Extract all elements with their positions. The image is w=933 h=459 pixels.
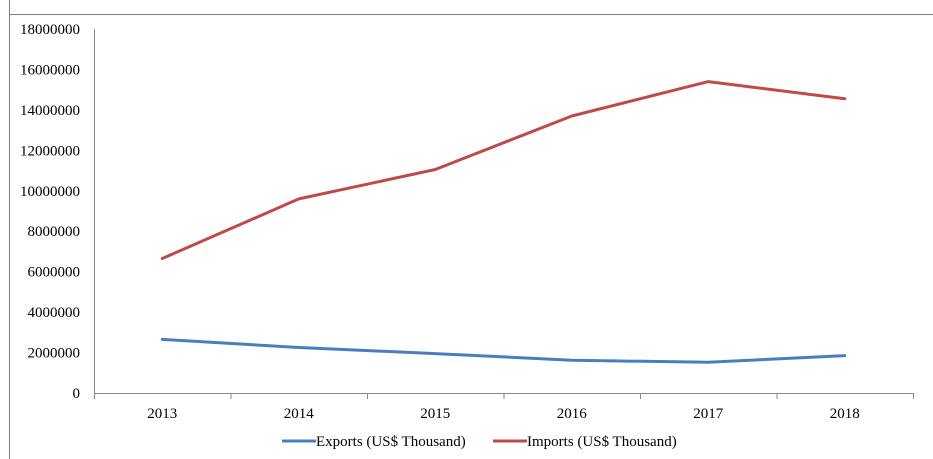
legend-label-exports: Exports (US$ Thousand) [316, 434, 466, 450]
legend-label-imports: Imports (US$ Thousand) [527, 434, 677, 450]
x-axis-ticks: 2013 2014 2015 2016 2017 2018 [94, 393, 914, 422]
x-tick-label: 2018 [830, 406, 860, 422]
x-tick-label: 2017 [693, 406, 724, 422]
y-tick-label: 2000000 [28, 346, 81, 362]
y-tick-label: 0 [73, 386, 81, 402]
series-line-imports [160, 80, 847, 260]
y-tick-label: 14000000 [20, 103, 80, 119]
x-tick-label: 2015 [420, 406, 450, 422]
y-tick-label: 12000000 [20, 143, 80, 159]
y-axis-ticks: 0 2000000 4000000 6000000 8000000 10000000 120… [20, 22, 80, 402]
x-tick-label: 2014 [284, 406, 315, 422]
x-tick-label: 2013 [147, 406, 177, 422]
y-tick-label: 6000000 [28, 265, 81, 281]
y-tick-label: 8000000 [28, 224, 81, 240]
y-tick-label: 16000000 [20, 62, 80, 78]
series-lines [160, 80, 847, 364]
series-line-exports [160, 337, 847, 364]
y-tick-label: 10000000 [20, 184, 80, 200]
x-tick-label: 2016 [557, 406, 588, 422]
legend: Exports (US$ Thousand) Imports (US$ Thou… [282, 434, 677, 450]
y-tick-label: 4000000 [28, 305, 81, 321]
y-tick-label: 18000000 [20, 22, 80, 38]
